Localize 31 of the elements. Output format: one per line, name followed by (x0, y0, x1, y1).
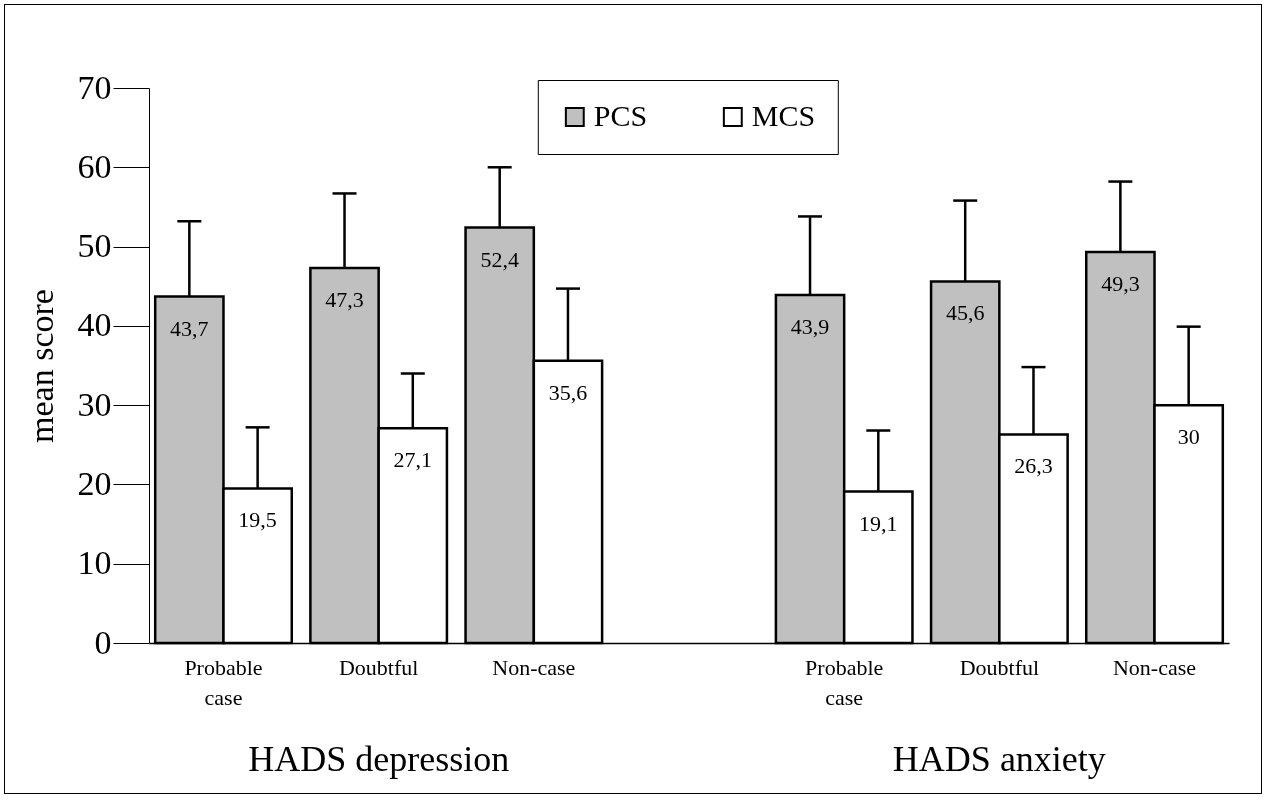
data-label: 19,1 (859, 510, 898, 536)
data-label: 27,1 (393, 447, 433, 473)
x-tick-label: Non-case (1112, 654, 1197, 680)
data-label: 47,3 (325, 286, 364, 312)
y-tick-label: 20 (77, 464, 112, 502)
x-tick-label: Probable case (805, 654, 884, 710)
text: HADS depression (248, 739, 510, 779)
y-tick-label: 0 (94, 623, 112, 661)
x-tick-label: Doubtful (959, 654, 1040, 680)
data-label: 43,7 (170, 315, 209, 341)
x-tick-label: Probable case (184, 654, 263, 710)
y-tick-label: 50 (77, 227, 112, 265)
data-label: 35,6 (548, 379, 588, 405)
data-label: 19,5 (238, 507, 277, 533)
data-label: 30 (1177, 424, 1200, 450)
data-label: 43,9 (790, 313, 830, 339)
x-tick-label: Non-case (492, 654, 576, 680)
data-label: 26,3 (1014, 453, 1053, 479)
legend-label: PCS (593, 99, 648, 132)
y-tick-label: 40 (77, 306, 112, 344)
y-tick-label: 60 (77, 147, 112, 185)
data-label: 49,3 (1101, 271, 1140, 297)
y-tick-label: 70 (77, 68, 112, 106)
x-tick-label: Doubtful (338, 654, 419, 680)
y-tick-label: 10 (77, 544, 112, 582)
y-axis-title: mean score (22, 289, 60, 443)
data-label: 52,4 (480, 246, 519, 272)
text: HADS anxiety (892, 739, 1106, 779)
data-label: 45,6 (945, 300, 985, 326)
y-tick-label: 30 (77, 385, 112, 423)
legend-label: MCS (751, 99, 816, 132)
